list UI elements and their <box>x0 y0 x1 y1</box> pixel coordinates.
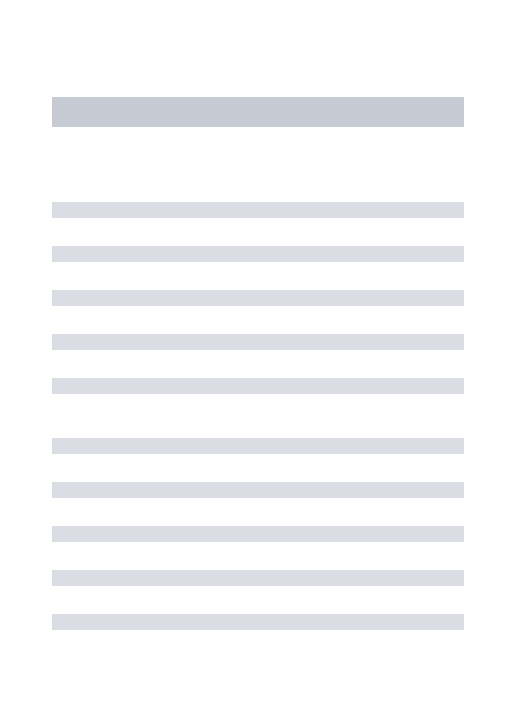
skeleton-line <box>52 378 464 394</box>
skeleton-placeholder <box>0 0 516 682</box>
skeleton-line <box>52 438 464 454</box>
skeleton-line <box>52 290 464 306</box>
skeleton-line <box>52 202 464 218</box>
skeleton-line <box>52 334 464 350</box>
skeleton-line-group-2 <box>52 438 464 630</box>
skeleton-spacer <box>52 127 464 202</box>
skeleton-line <box>52 614 464 630</box>
skeleton-line <box>52 246 464 262</box>
skeleton-line <box>52 570 464 586</box>
skeleton-line-group-1 <box>52 202 464 394</box>
skeleton-title-bar <box>52 97 464 127</box>
skeleton-line <box>52 526 464 542</box>
skeleton-line <box>52 482 464 498</box>
skeleton-spacer <box>52 394 464 438</box>
